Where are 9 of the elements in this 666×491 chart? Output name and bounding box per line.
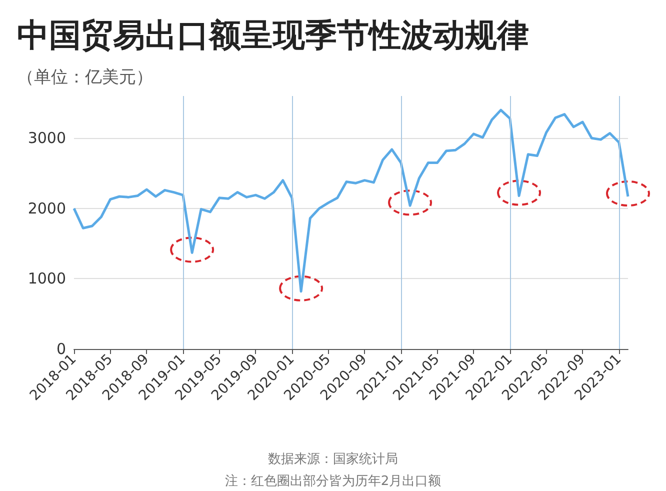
chart-subtitle: （单位：亿美元） xyxy=(17,68,153,88)
y-tick-label: 1000 xyxy=(28,270,66,288)
y-tick-label: 0 xyxy=(56,340,66,358)
text: 注：红色圈出部分皆为历年2月出口额 xyxy=(224,474,442,489)
source-note: 数据来源：国家统计局 xyxy=(268,451,398,467)
chart-title: 中国贸易出口额呈现季节性波动规律 xyxy=(17,16,529,54)
y-tick-label: 2000 xyxy=(28,199,66,218)
line-series xyxy=(72,108,630,293)
y-tick-label: 3000 xyxy=(28,129,66,148)
